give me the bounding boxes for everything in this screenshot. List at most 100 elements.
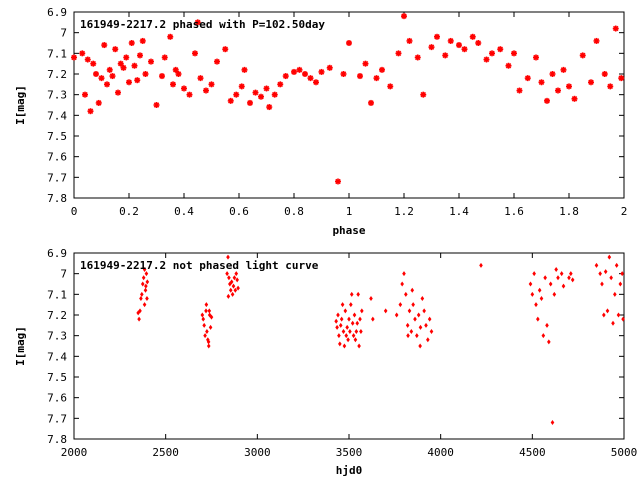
data-point [134,77,141,84]
data-point [117,60,124,67]
data-point [413,316,417,322]
data-point [475,40,482,46]
data-point [424,322,428,328]
data-point [429,329,434,335]
data-point [258,93,264,100]
y-tick-label: 7.2 [47,309,67,322]
data-point [422,308,426,314]
data-point [524,75,531,82]
x-tick-label: 4000 [427,446,454,459]
data-point [561,283,566,289]
y-tick-label: 7.8 [47,433,67,446]
data-point [489,50,495,57]
data-point [611,320,615,326]
data-point [209,314,214,320]
data-point [428,44,435,51]
data-point [236,285,240,291]
data-point [247,99,253,106]
data-point [335,178,341,185]
data-point [343,308,348,314]
data-point [349,291,354,297]
data-point [109,73,116,80]
data-point [225,271,229,277]
data-point [234,271,239,277]
data-point [128,40,135,46]
x-tick-label: 0.8 [284,205,304,218]
data-point [204,308,208,314]
data-point [142,302,147,308]
data-point [556,275,560,281]
data-point [204,302,209,308]
data-point [337,333,341,339]
phased-chart-title: 161949-2217.2 phased with P=102.50day [80,18,325,31]
data-point [410,287,415,293]
data-point [326,64,333,71]
data-point [406,333,410,339]
data-point [607,83,614,90]
unphased-ticks [73,252,625,440]
data-point [318,68,325,75]
data-point [82,91,88,98]
data-point [511,50,517,57]
y-tick-label: 7.3 [47,89,67,102]
data-point [192,50,198,57]
data-point [336,312,340,318]
data-point [434,33,440,40]
phased-x-axis-label: phase [332,224,365,237]
data-point [602,312,606,318]
x-tick-label: 5000 [611,446,638,459]
data-point [483,56,490,63]
data-point [233,287,238,293]
data-point [161,54,168,61]
data-point [600,281,604,287]
unphased-chart-title: 161949-2217.2 not phased light curve [80,259,319,272]
data-point [202,322,206,328]
data-point [228,287,233,293]
unphased-data-points [136,254,625,425]
data-point [416,312,421,318]
data-point [538,79,545,86]
data-point [404,291,408,297]
y-tick-label: 7.1 [47,47,67,60]
data-point [560,66,567,73]
y-tick-label: 7 [60,268,67,281]
unphased-x-tick-labels: 2000 2500 3000 3500 4000 4500 5000 [61,446,638,459]
data-point [569,271,573,277]
data-point [547,339,551,345]
data-point [543,275,547,281]
data-point [153,102,160,108]
data-point [345,324,349,330]
x-tick-label: 0 [71,205,78,218]
data-point [609,275,613,281]
data-point [172,66,179,73]
data-point [145,295,149,301]
data-point [350,320,355,326]
data-point [144,271,149,277]
x-tick-label: 3000 [244,446,271,459]
data-point [357,343,361,349]
data-point [148,58,154,65]
x-tick-label: 1 [346,205,353,218]
data-point [530,291,535,297]
y-tick-label: 7.2 [47,68,67,81]
y-tick-label: 7.5 [47,371,67,384]
data-point [313,79,319,86]
data-point [214,58,220,65]
data-point [131,62,138,69]
data-point [548,281,553,287]
data-point [106,66,113,73]
phased-x-tick-labels: 0 0.2 0.4 0.6 0.8 1 1.2 1.4 1.6 1.8 2 [71,205,628,218]
data-point [387,83,394,90]
data-point [120,64,127,71]
data-point [231,283,236,289]
data-point [335,324,339,330]
y-tick-label: 7.8 [47,192,67,205]
data-point [621,316,625,322]
data-point [140,281,145,287]
x-tick-label: 1.8 [559,205,579,218]
data-point [359,329,363,335]
phased-ticks [73,11,625,199]
data-point [357,73,363,80]
data-point [401,13,407,20]
